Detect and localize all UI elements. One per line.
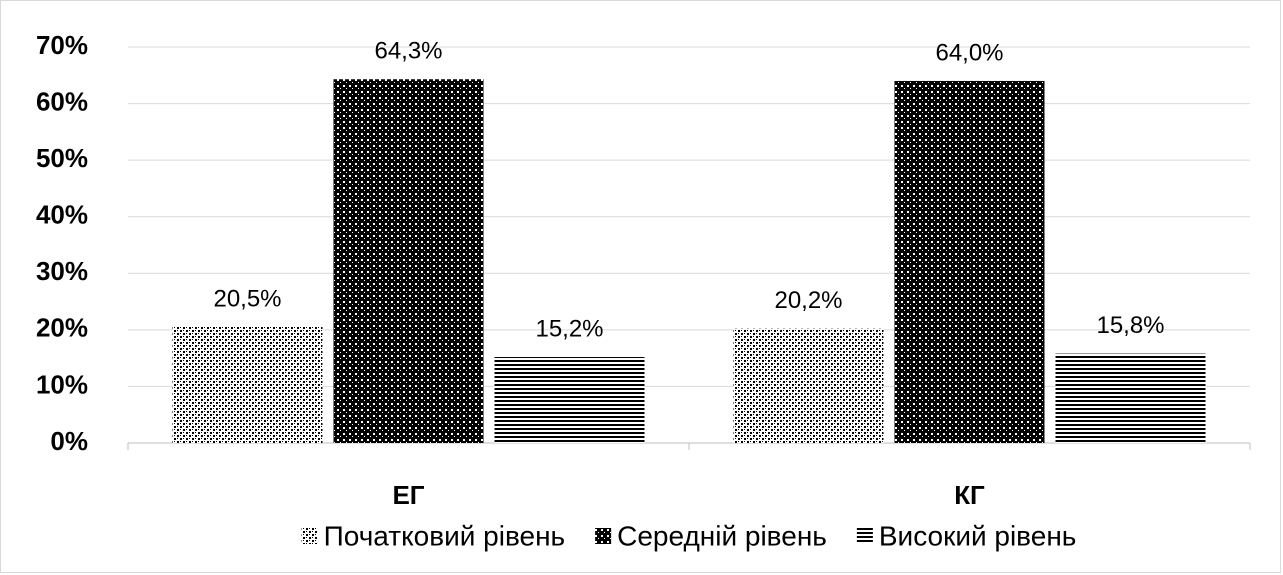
y-tick-label: 10% (36, 369, 88, 399)
bar (494, 357, 645, 443)
bar (333, 79, 484, 443)
bar (733, 328, 884, 443)
legend-label: Високий рівень (879, 520, 1077, 551)
y-tick-label: 60% (36, 86, 88, 116)
value-label: 20,2% (774, 287, 842, 314)
bar (894, 80, 1045, 443)
value-label: 15,2% (535, 315, 603, 342)
value-label: 64,0% (935, 39, 1003, 66)
bar (172, 327, 323, 443)
y-tick-label: 70% (36, 30, 88, 60)
value-label: 64,3% (374, 38, 442, 65)
x-tick-label: ЕГ (392, 480, 424, 510)
value-label: 15,8% (1096, 312, 1164, 339)
legend-swatch (301, 528, 318, 544)
legend-label: Початковий рівень (324, 520, 566, 551)
legend-label: Середній рівень (617, 520, 827, 551)
y-tick-label: 40% (36, 200, 88, 230)
legend-swatch (595, 528, 612, 544)
y-tick-label: 0% (50, 426, 88, 456)
bar (1055, 353, 1206, 443)
y-tick-label: 30% (36, 256, 88, 286)
y-tick-label: 50% (36, 143, 88, 173)
x-tick-label: КГ (954, 480, 985, 510)
y-tick-label: 20% (36, 313, 88, 343)
value-label: 20,5% (213, 285, 281, 312)
legend-swatch (856, 528, 873, 544)
